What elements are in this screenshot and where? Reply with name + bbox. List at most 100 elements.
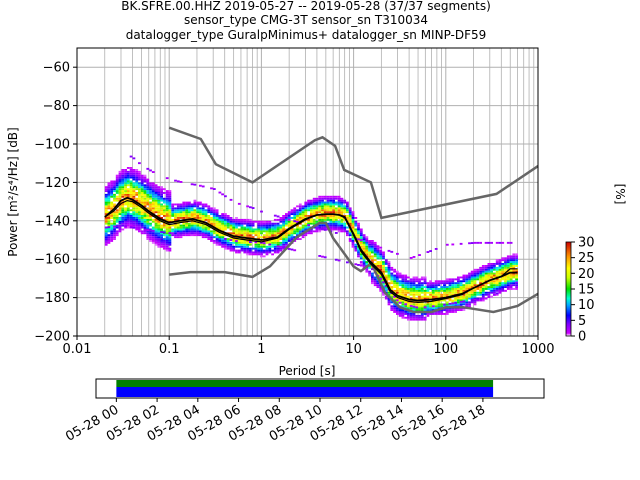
density-cell bbox=[515, 288, 518, 290]
density-cell bbox=[163, 209, 166, 212]
density-cell bbox=[149, 192, 152, 194]
density-cell bbox=[393, 303, 396, 306]
density-cell bbox=[124, 170, 127, 173]
density-cell bbox=[312, 230, 316, 233]
density-cell bbox=[357, 224, 360, 227]
density-cell bbox=[426, 305, 430, 308]
density-cell bbox=[124, 213, 127, 215]
density-cell bbox=[382, 291, 385, 294]
density-cell bbox=[285, 218, 288, 221]
density-cell bbox=[110, 180, 114, 183]
density-cell bbox=[157, 193, 161, 196]
density-cell bbox=[487, 268, 491, 271]
density-cell bbox=[143, 205, 147, 208]
density-cell bbox=[282, 240, 285, 242]
density-cell bbox=[218, 218, 222, 221]
density-cell bbox=[121, 217, 125, 219]
density-cell bbox=[484, 274, 488, 277]
density-cell bbox=[190, 228, 194, 231]
density-outlier-cell bbox=[212, 188, 216, 190]
density-cell bbox=[140, 201, 144, 204]
density-cell bbox=[462, 280, 466, 283]
density-cell bbox=[359, 255, 363, 258]
density-cell bbox=[154, 240, 158, 242]
density-cell bbox=[196, 213, 200, 215]
density-cell bbox=[140, 211, 144, 214]
density-cell bbox=[124, 193, 127, 196]
density-cell bbox=[315, 207, 319, 210]
x-tick-label: 0.1 bbox=[159, 342, 180, 357]
density-cell bbox=[212, 215, 216, 217]
density-cell bbox=[168, 243, 172, 246]
density-cell bbox=[271, 232, 274, 235]
density-cell bbox=[140, 193, 144, 196]
density-cell bbox=[357, 228, 360, 231]
density-cell bbox=[326, 218, 330, 221]
density-cell bbox=[337, 205, 341, 208]
density-cell bbox=[398, 311, 402, 313]
density-cell bbox=[359, 253, 363, 256]
density-cell bbox=[110, 193, 114, 196]
density-outlier-cell bbox=[473, 298, 477, 301]
density-cell bbox=[495, 261, 499, 263]
density-cell bbox=[506, 276, 510, 279]
density-cell bbox=[329, 224, 333, 227]
density-cell bbox=[351, 224, 355, 227]
density-cell bbox=[457, 289, 460, 292]
density-cell bbox=[457, 295, 460, 298]
density-cell bbox=[265, 232, 269, 235]
density-cell bbox=[151, 199, 155, 202]
density-cell bbox=[407, 286, 410, 288]
density-cell bbox=[420, 297, 424, 300]
density-cell bbox=[432, 288, 435, 290]
density-cell bbox=[232, 238, 236, 240]
density-cell bbox=[271, 241, 274, 244]
density-cell bbox=[163, 226, 166, 229]
density-cell bbox=[262, 234, 266, 237]
density-cell bbox=[387, 265, 391, 267]
density-cell bbox=[174, 213, 177, 215]
density-cell bbox=[412, 282, 416, 285]
density-cell bbox=[246, 240, 249, 242]
density-cell bbox=[257, 228, 261, 231]
density-cell bbox=[276, 241, 280, 244]
density-cell bbox=[296, 213, 299, 215]
density-cell bbox=[418, 282, 421, 285]
density-cell bbox=[420, 295, 424, 298]
density-outlier-cell bbox=[149, 229, 152, 232]
density-cell bbox=[468, 276, 471, 279]
density-cell bbox=[401, 288, 405, 290]
density-cell bbox=[135, 220, 139, 223]
density-cell bbox=[149, 203, 152, 206]
density-outlier-cell bbox=[454, 301, 457, 304]
density-cell bbox=[396, 270, 399, 273]
density-cell bbox=[246, 251, 249, 254]
density-cell bbox=[371, 257, 374, 260]
density-cell bbox=[415, 318, 419, 321]
density-cell bbox=[454, 282, 457, 285]
density-cell bbox=[271, 249, 274, 252]
density-cell bbox=[115, 199, 119, 202]
density-cell bbox=[343, 209, 347, 212]
density-cell bbox=[481, 291, 485, 294]
density-cell bbox=[126, 190, 130, 192]
density-cell bbox=[310, 218, 313, 221]
density-cell bbox=[434, 282, 438, 285]
density-cell bbox=[310, 217, 313, 219]
density-cell bbox=[104, 236, 108, 239]
density-cell bbox=[476, 272, 480, 275]
density-cell bbox=[229, 228, 233, 231]
density-cell bbox=[140, 220, 144, 223]
density-cell bbox=[268, 251, 272, 254]
density-cell bbox=[434, 313, 438, 315]
density-cell bbox=[495, 278, 499, 281]
density-cell bbox=[273, 222, 277, 225]
density-cell bbox=[398, 282, 402, 285]
density-cell bbox=[201, 203, 205, 206]
density-cell bbox=[329, 226, 333, 229]
density-outlier-cell bbox=[354, 263, 358, 266]
density-cell bbox=[110, 188, 114, 191]
density-cell bbox=[382, 280, 385, 283]
density-cell bbox=[318, 228, 322, 231]
density-cell bbox=[118, 172, 122, 175]
